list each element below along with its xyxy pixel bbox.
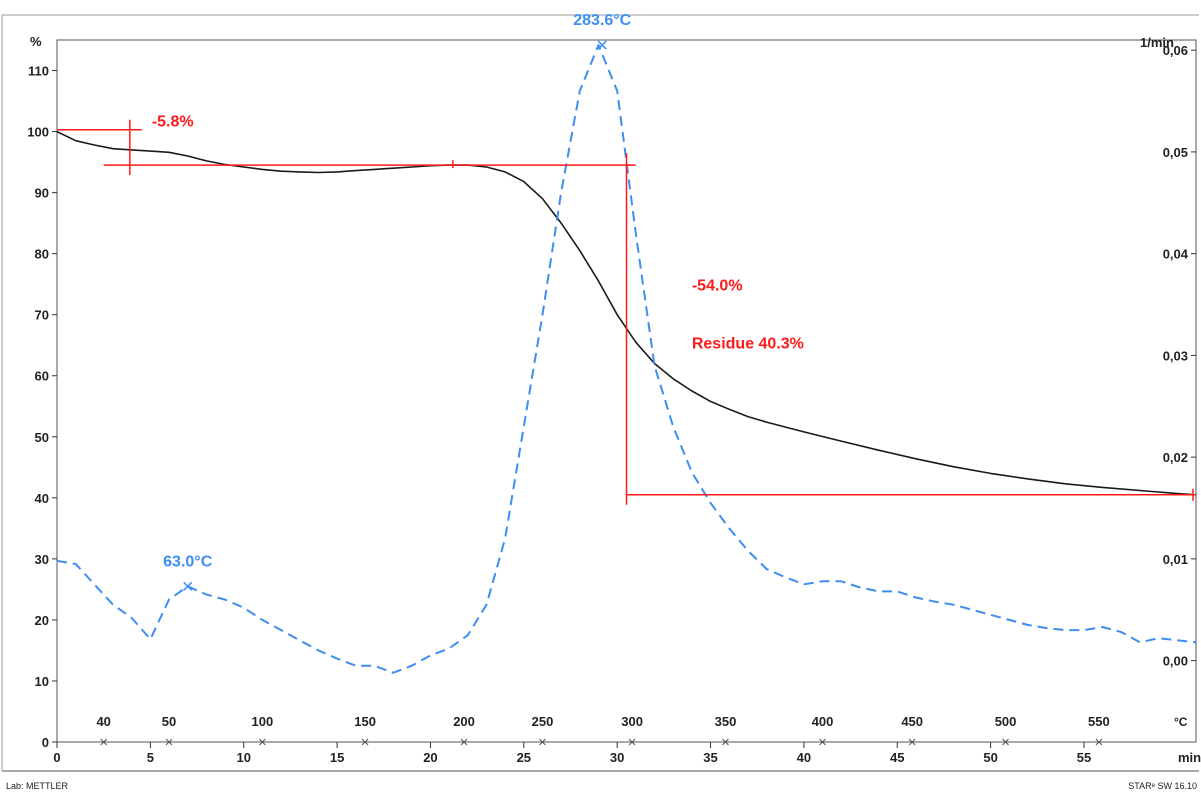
temperature-tick-label: 500	[995, 714, 1017, 729]
lab-label: Lab: METTLER	[6, 781, 69, 791]
time-tick-label: 35	[703, 750, 717, 765]
right-y-axis: 0,00 0,01 0,02 0,03 0,04 0,05 0,06	[1163, 43, 1196, 669]
left-tick-label: 0	[42, 735, 49, 750]
left-tick-label: 100	[27, 125, 49, 140]
temperature-tick	[722, 738, 729, 746]
temperature-tick-label: 450	[901, 714, 923, 729]
temperature-tick-label: 200	[453, 714, 475, 729]
temperature-tick-label: 250	[532, 714, 554, 729]
right-tick-label: 0,02	[1163, 450, 1188, 465]
right-tick-label: 0,01	[1163, 552, 1188, 567]
temperature-tick	[819, 738, 826, 746]
left-tick-label: 10	[35, 674, 49, 689]
temperature-axis-label: °C	[1174, 715, 1188, 729]
temperature-tick-label: 100	[252, 714, 274, 729]
peak-label: 283.6°C	[573, 12, 631, 29]
peak-marker	[597, 40, 607, 50]
temperature-tick-label: 40	[96, 714, 110, 729]
residue-label: Residue 40.3%	[692, 335, 804, 352]
temperature-tick	[100, 738, 108, 746]
time-tick-label: 25	[517, 750, 531, 765]
temperature-tick	[259, 738, 266, 746]
time-tick-label: 15	[330, 750, 344, 765]
peak-label: 63.0°C	[163, 553, 213, 570]
tga-curve	[56, 130, 1197, 496]
left-y-axis: 0 10 20 30 40 50 60 70 80 90 100 110	[27, 64, 57, 750]
time-tick-label: 40	[797, 750, 811, 765]
left-tick-label: 40	[35, 491, 49, 506]
temperature-tick	[628, 738, 636, 746]
time-tick-label: 20	[423, 750, 437, 765]
right-tick-label: 0,06	[1163, 43, 1188, 58]
left-tick-label: 80	[35, 247, 49, 262]
left-tick-label: 50	[35, 430, 49, 445]
step2-label: -54.0%	[692, 277, 743, 294]
plot-frame	[56, 39, 1197, 743]
temperature-tick	[1002, 738, 1009, 746]
time-tick-label: 5	[147, 750, 154, 765]
time-x-axis: 0 5 10 15 20 25 30 35 40 45 50 55	[53, 742, 1091, 765]
time-tick-label: 30	[610, 750, 624, 765]
right-tick-label: 0,04	[1163, 247, 1189, 262]
temperature-tick-label: 350	[715, 714, 737, 729]
x-axis-label: min	[1178, 750, 1201, 765]
temperature-tick	[908, 738, 916, 746]
step1-label: -5.8%	[152, 114, 194, 131]
left-tick-label: 20	[35, 613, 49, 628]
series-group	[56, 44, 1197, 674]
temperature-tick	[460, 738, 468, 746]
time-tick-label: 45	[890, 750, 904, 765]
right-tick-label: 0,03	[1163, 348, 1188, 363]
software-label: STARᵉ SW 16.10	[1128, 781, 1197, 791]
left-tick-label: 60	[35, 369, 49, 384]
right-tick-label: 0,00	[1163, 654, 1188, 669]
temperature-tick	[361, 738, 369, 746]
time-tick-label: 10	[236, 750, 250, 765]
right-axis-label: 1/min	[1140, 35, 1174, 50]
temperature-tick	[165, 738, 173, 746]
peak-marker	[183, 581, 193, 591]
temperature-tick-label: 50	[162, 714, 176, 729]
temperature-x-axis: 40 50 100 150 200 250 300 350 400 450 500 550	[96, 714, 1110, 746]
right-tick-label: 0,05	[1163, 145, 1188, 160]
time-tick-label: 0	[53, 750, 60, 765]
temperature-tick-label: 550	[1088, 714, 1110, 729]
left-axis-label: %	[30, 34, 42, 49]
left-tick-label: 110	[28, 64, 49, 79]
time-tick-label: 55	[1077, 750, 1091, 765]
left-tick-label: 30	[35, 552, 49, 567]
left-tick-label: 70	[35, 308, 49, 323]
temperature-tick	[1095, 738, 1103, 746]
temperature-tick-label: 300	[621, 714, 643, 729]
annotation-group: 283.6°C 63.0°C -5.8% -54.0% Residue 40.3%	[57, 12, 1196, 591]
left-tick-label: 90	[35, 186, 49, 201]
temperature-tick	[539, 738, 546, 746]
time-tick-label: 50	[983, 750, 997, 765]
temperature-tick-label: 400	[812, 714, 834, 729]
temperature-tick-label: 150	[354, 714, 376, 729]
